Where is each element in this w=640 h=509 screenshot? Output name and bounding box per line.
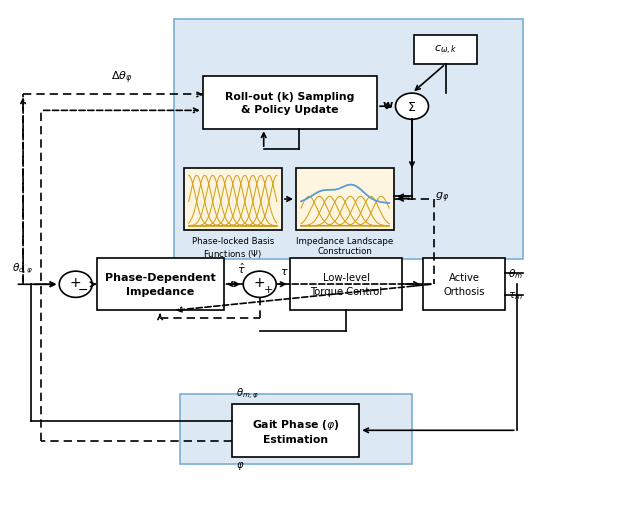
Text: $\theta_{m,\varphi}$: $\theta_{m,\varphi}$ bbox=[236, 386, 259, 400]
Text: $\Sigma$: $\Sigma$ bbox=[408, 100, 417, 114]
Text: Phase-locked Basis
Functions ($\Psi$): Phase-locked Basis Functions ($\Psi$) bbox=[191, 236, 274, 259]
Text: +: + bbox=[254, 276, 266, 290]
Text: $\theta_m$: $\theta_m$ bbox=[508, 267, 524, 281]
FancyBboxPatch shape bbox=[184, 169, 282, 231]
FancyBboxPatch shape bbox=[423, 258, 505, 311]
Text: $\mathit{c}_{\omega,k}$: $\mathit{c}_{\omega,k}$ bbox=[434, 44, 458, 56]
Text: $g_{\varphi}$: $g_{\varphi}$ bbox=[435, 190, 449, 204]
FancyBboxPatch shape bbox=[232, 404, 359, 457]
Text: $\tau_m$: $\tau_m$ bbox=[508, 289, 524, 301]
FancyBboxPatch shape bbox=[289, 258, 403, 311]
Circle shape bbox=[396, 94, 429, 120]
FancyBboxPatch shape bbox=[203, 77, 377, 130]
Text: Phase-Dependent
Impedance: Phase-Dependent Impedance bbox=[105, 273, 216, 296]
FancyBboxPatch shape bbox=[174, 20, 523, 260]
Text: w: w bbox=[383, 99, 393, 109]
Text: +: + bbox=[263, 285, 273, 295]
Text: −: − bbox=[78, 283, 88, 296]
Text: $\theta_{d,\varphi}$: $\theta_{d,\varphi}$ bbox=[12, 261, 34, 276]
FancyBboxPatch shape bbox=[414, 36, 477, 65]
Circle shape bbox=[243, 272, 276, 298]
Circle shape bbox=[60, 272, 92, 298]
Text: $\Delta\theta_{\varphi}$: $\Delta\theta_{\varphi}$ bbox=[111, 70, 132, 86]
Text: Active
Orthosis: Active Orthosis bbox=[444, 273, 484, 296]
Text: $\tau$: $\tau$ bbox=[280, 267, 289, 277]
FancyBboxPatch shape bbox=[296, 169, 394, 231]
Text: Roll-out (k) Sampling
& Policy Update: Roll-out (k) Sampling & Policy Update bbox=[225, 92, 355, 115]
FancyBboxPatch shape bbox=[97, 258, 223, 311]
FancyBboxPatch shape bbox=[180, 394, 412, 464]
Text: Low-level
Torque Control: Low-level Torque Control bbox=[310, 273, 382, 296]
Text: Gait Phase ($\varphi$)
Estimation: Gait Phase ($\varphi$) Estimation bbox=[252, 417, 340, 444]
Text: $\hat{\tau}$: $\hat{\tau}$ bbox=[237, 261, 246, 276]
Text: Impedance Landscape
Construction: Impedance Landscape Construction bbox=[296, 236, 394, 256]
Text: +: + bbox=[70, 275, 81, 289]
Text: $\varphi$: $\varphi$ bbox=[236, 459, 244, 471]
